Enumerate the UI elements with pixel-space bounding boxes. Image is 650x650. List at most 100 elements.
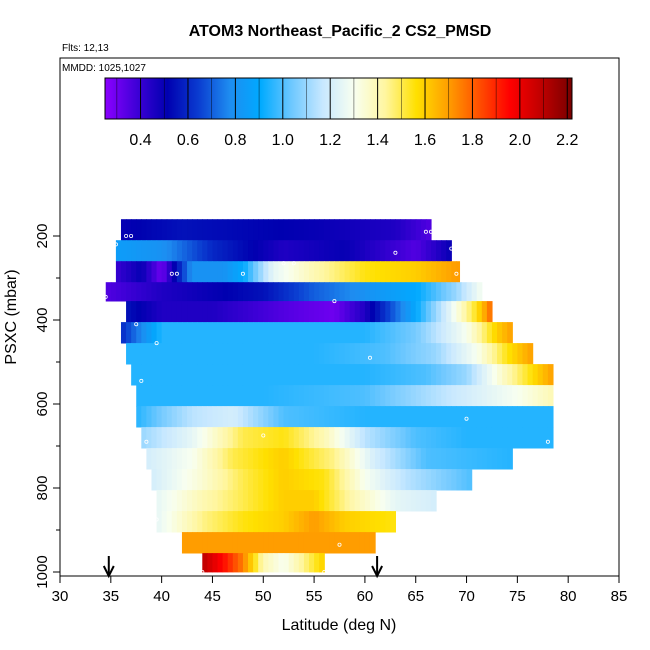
heatmap-cell — [151, 364, 158, 386]
heatmap-cell — [430, 240, 437, 262]
heatmap-cell — [141, 261, 147, 283]
heatmap-cell — [192, 219, 198, 241]
heatmap-cell — [283, 406, 290, 428]
heatmap-cell — [227, 301, 234, 323]
heatmap-cell — [242, 532, 249, 554]
heatmap-cell — [263, 490, 269, 512]
heatmap-cell — [212, 532, 219, 554]
heatmap-cell — [237, 532, 244, 554]
heatmap-cell — [436, 406, 442, 428]
x-tick-label: 40 — [153, 588, 170, 605]
heatmap-cell — [237, 261, 244, 283]
flight-point — [337, 542, 342, 547]
heatmap-cell — [395, 427, 402, 449]
heatmap-cell — [446, 240, 452, 262]
heatmap-cell — [212, 282, 219, 302]
heatmap-cell — [542, 406, 549, 428]
heatmap-cell — [227, 240, 234, 262]
heatmap-cell — [486, 427, 493, 449]
heatmap-cell — [232, 385, 239, 407]
heatmap-cell — [309, 553, 315, 573]
heatmap-cell — [197, 448, 203, 470]
heatmap-cell — [329, 343, 336, 365]
heatmap-cell — [253, 532, 259, 554]
heatmap-cell — [329, 427, 336, 449]
heatmap-cell — [547, 406, 554, 428]
heatmap-cell — [349, 448, 356, 470]
heatmap-cell — [486, 343, 493, 365]
heatmap-cell — [293, 219, 300, 241]
heatmap-cell — [136, 385, 142, 407]
heatmap-cell — [502, 343, 508, 365]
heatmap-cell — [278, 511, 285, 533]
heatmap-cell — [248, 448, 254, 470]
heatmap-cell — [314, 427, 320, 449]
heatmap-cell — [324, 406, 330, 428]
heatmap-cell — [288, 301, 295, 323]
heatmap-cell — [441, 427, 447, 449]
heatmap-cell — [441, 469, 447, 491]
heatmap-cell — [263, 469, 269, 491]
heatmap-cell — [288, 469, 295, 491]
heatmap-cell — [268, 364, 275, 386]
heatmap-cell — [314, 219, 320, 241]
heatmap-cell — [237, 322, 244, 344]
heatmap-cell — [481, 364, 488, 386]
heatmap-cell — [171, 364, 178, 386]
heatmap-cell — [278, 261, 285, 283]
heatmap-cell — [187, 261, 193, 283]
heatmap-cell — [542, 385, 549, 407]
date-annotation: MMDD: 1025,1027 — [62, 63, 146, 74]
heatmap-cell — [237, 490, 244, 512]
heatmap-cell — [334, 511, 341, 533]
heatmap-cell — [126, 261, 132, 283]
heatmap-cell — [258, 553, 264, 573]
heatmap-cell — [405, 448, 412, 470]
heatmap-cell — [314, 490, 320, 512]
heatmap-cell — [303, 448, 310, 470]
colorbar-tick-label: 0.4 — [129, 132, 151, 149]
heatmap-cell — [410, 322, 417, 344]
heatmap-cell — [232, 301, 239, 323]
heatmap-cell — [303, 406, 310, 428]
heatmap-cell — [197, 240, 203, 262]
heatmap-cell — [192, 364, 198, 386]
heatmap-cell — [471, 385, 478, 407]
colorbar-tick-label: 0.6 — [177, 132, 199, 149]
heatmap-cell — [380, 427, 386, 449]
heatmap-cell — [491, 406, 498, 428]
heatmap-cell — [425, 343, 432, 365]
heatmap-cell — [415, 385, 422, 407]
heatmap-cell — [491, 385, 498, 407]
heatmap-cell — [430, 448, 437, 470]
heatmap-cell — [390, 385, 396, 407]
heatmap-cell — [273, 343, 280, 365]
x-tick-label: 60 — [357, 588, 374, 605]
heatmap-cell — [344, 427, 351, 449]
heatmap-cell — [344, 301, 351, 323]
heatmap-cell — [400, 490, 407, 512]
heatmap-cell — [242, 406, 249, 428]
heatmap-cell — [415, 448, 422, 470]
heatmap-cell — [237, 343, 244, 365]
heatmap-cell — [400, 385, 407, 407]
heatmap-cell — [491, 322, 498, 344]
heatmap-cell — [451, 427, 457, 449]
heatmap-cell — [354, 511, 361, 533]
heatmap-cell — [420, 364, 427, 386]
heatmap-cell — [146, 364, 153, 386]
heatmap-cell — [324, 301, 330, 323]
heatmap-cell — [324, 343, 330, 365]
heatmap-cell — [268, 511, 275, 533]
heatmap-cell — [146, 261, 153, 283]
heatmap-cell — [415, 240, 422, 262]
heatmap-cell — [192, 448, 198, 470]
heatmap-cell — [339, 219, 346, 241]
heatmap-cell — [232, 219, 239, 241]
heatmap-cell — [436, 448, 442, 470]
heatmap-cell — [166, 261, 173, 283]
flight-point — [545, 439, 550, 444]
heatmap-cell — [344, 511, 351, 533]
heatmap-cell — [253, 343, 259, 365]
heatmap-cell — [232, 553, 239, 573]
